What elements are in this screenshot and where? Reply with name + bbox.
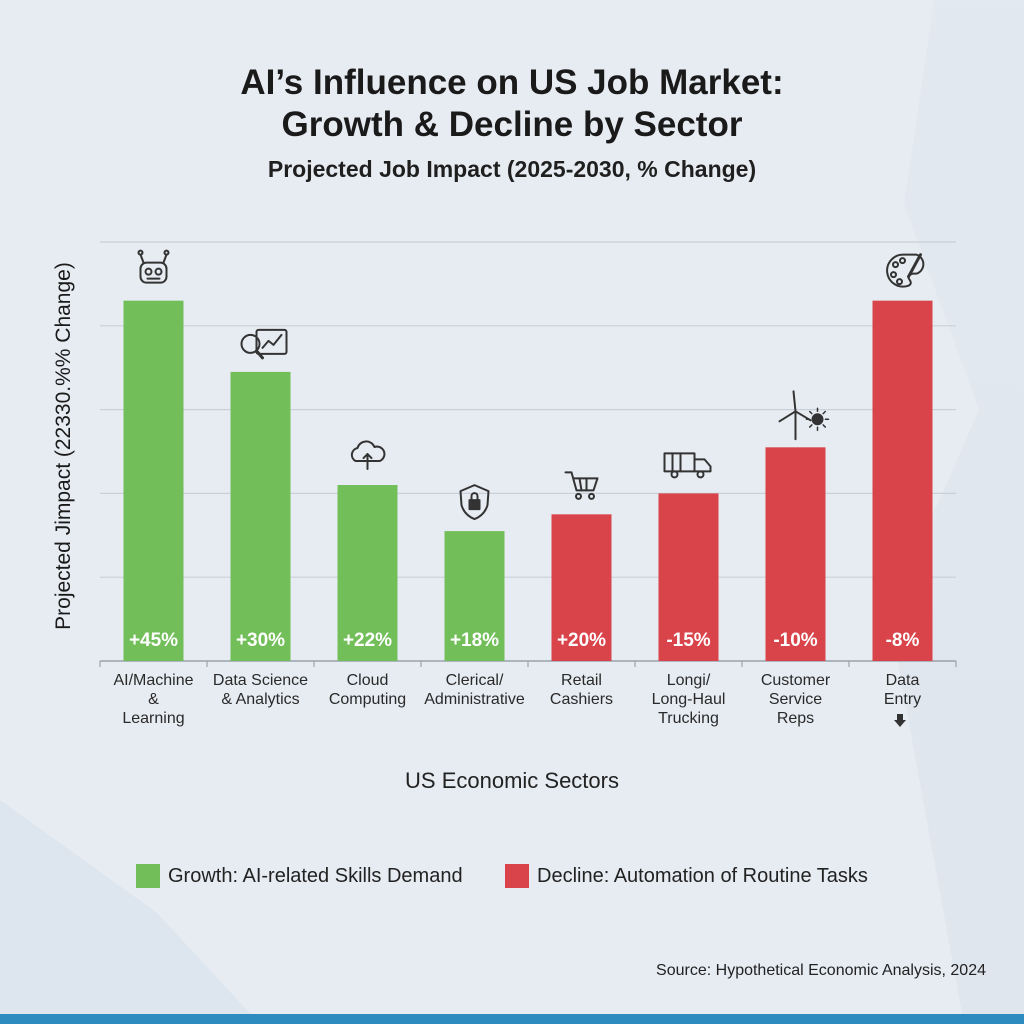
chart-title-line-2: Growth & Decline by Sector xyxy=(281,105,743,144)
delivery-truck-icon xyxy=(663,452,712,479)
x-tick-label-line: Longi/ xyxy=(666,672,711,689)
x-tick-label-line: AI/Machine xyxy=(113,672,194,689)
data-label-3: +22% xyxy=(343,630,392,651)
data-label-1: +45% xyxy=(129,630,178,651)
x-tick-label-line: Learning xyxy=(122,710,185,727)
bottom-stripe xyxy=(0,1014,1024,1024)
x-tick-label-7: Customer Service Reps xyxy=(741,671,851,728)
x-tick-label-3: Cloud Computing xyxy=(313,671,423,709)
paint-palette-icon xyxy=(886,253,925,288)
x-tick-label-line: Administrative xyxy=(424,691,525,708)
shield-lock-icon xyxy=(459,484,490,521)
data-label-6: -15% xyxy=(666,630,710,651)
data-label-4: +18% xyxy=(450,630,499,651)
bar-2 xyxy=(230,371,291,661)
x-tick-label-5: Retail Cashiers xyxy=(527,671,637,709)
wind-turbine-sun-icon xyxy=(778,390,830,441)
shopping-cart-icon xyxy=(564,471,599,500)
legend-item-growth: Growth: AI-related Skills Demand xyxy=(136,864,463,888)
cloud-upload-icon xyxy=(350,440,386,471)
x-tick-label-line: Retail xyxy=(561,672,602,689)
x-tick-label-line: & xyxy=(148,691,159,708)
chart-subtitle: Projected Job Impact (2025-2030, % Chang… xyxy=(267,156,757,182)
chart-title: AI’s Influence on US Job Market: Growth … xyxy=(0,62,1024,146)
x-axis-label: US Economic Sectors xyxy=(405,768,619,793)
bar-1 xyxy=(123,300,184,661)
x-tick-label-line: Reps xyxy=(776,710,815,727)
x-tick-label-line: Cashiers xyxy=(549,691,614,708)
x-tick-label-8: Data Entry xyxy=(848,671,958,709)
x-tick-label-line: Data Science xyxy=(212,672,309,689)
x-tick-label-line: Cloud xyxy=(346,672,389,689)
bar-6 xyxy=(658,493,719,661)
bar-7 xyxy=(765,447,826,661)
data-label-2: +30% xyxy=(236,630,285,651)
x-tick-label-line: Service xyxy=(768,691,823,708)
analytics-chart-icon xyxy=(240,328,288,360)
x-tick-label-line: Computing xyxy=(328,691,407,708)
x-tick-label-line: Data xyxy=(885,672,920,689)
legend-swatch-growth xyxy=(136,864,160,888)
robot-icon xyxy=(137,249,170,284)
legend-item-decline: Decline: Automation of Routine Tasks xyxy=(505,864,868,888)
x-tick-label-4: Clerical/Administrative xyxy=(420,671,530,709)
source-note: Source: Hypothetical Economic Analysis, … xyxy=(656,962,986,979)
legend-label-decline: Decline: Automation of Routine Tasks xyxy=(537,864,868,887)
bar-5 xyxy=(551,514,612,661)
x-tick-label-1: AI/Machine & Learning xyxy=(99,671,209,728)
x-tick-label-line: Clerical/ xyxy=(445,672,504,689)
data-label-7: -10% xyxy=(773,630,817,651)
x-tick-label-line: Long-Haul xyxy=(651,691,726,708)
bar-3 xyxy=(337,485,398,661)
bar-4 xyxy=(444,531,505,661)
x-tick-label-line: & Analytics xyxy=(221,691,300,708)
bar-8 xyxy=(872,300,933,661)
x-tick-label-line: Trucking xyxy=(658,710,719,727)
x-tick-label-6: Longi/Long-Haul Trucking xyxy=(634,671,744,728)
x-tick-label-line: Entry xyxy=(883,691,922,708)
legend-swatch-decline xyxy=(505,864,529,888)
legend-label-growth: Growth: AI-related Skills Demand xyxy=(168,864,463,887)
data-label-8: -8% xyxy=(886,630,920,651)
x-tick-label-line: Customer xyxy=(760,672,831,689)
data-label-5: +20% xyxy=(557,630,606,651)
x-tick-label-2: Data Science & Analytics xyxy=(206,671,316,709)
chart-title-line-1: AI’s Influence on US Job Market: xyxy=(240,63,784,102)
